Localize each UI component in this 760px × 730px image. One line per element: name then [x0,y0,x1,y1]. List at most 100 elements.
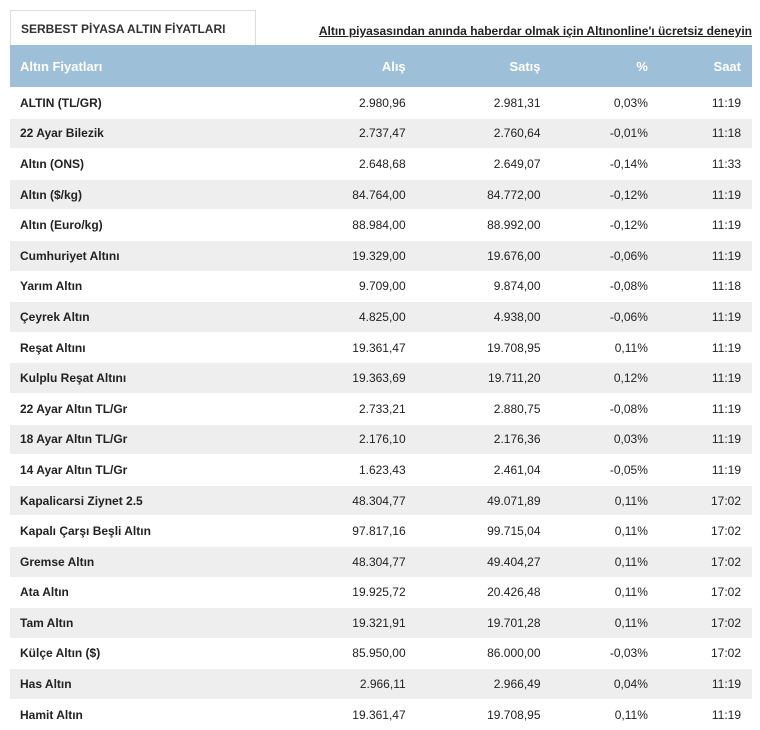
cell: -0,08% [609,279,648,294]
row-label: Altın ($/kg) [10,179,282,210]
cell: 97.817,16 [352,524,406,539]
cell: 4.938,00 [416,301,552,333]
table-row: Cumhuriyet Altını 19.329,00 19.676,00 -0,06… [10,240,752,272]
cell: 48.304,77 [281,546,417,577]
promo-link[interactable]: Altın piyasasından anında haberdar olmak… [318,24,752,38]
table-row: ALTIN (TL/GR) 2.980,96 2.981,31 0,03% 11:19 [10,88,752,119]
column-header: Alış [281,45,417,88]
cell: -0,05% [609,462,648,477]
cell: 19.676,00 [416,240,552,272]
cell: -0,03% [609,646,648,661]
cell: 19.708,95 [487,340,541,355]
cell: 0,11% [614,707,648,722]
tab-title[interactable]: SERBEST PİYASA ALTIN FİYATLARI [10,10,256,45]
cell: 11:19 [711,462,741,477]
cell: 11:19 [711,218,741,233]
table-row: Tam Altın 19.321,91 19.701,28 0,11% 17:02 [10,607,752,639]
row-label: Altın (Euro/kg) [20,218,103,233]
table-row: Külçe Altın ($) 85.950,00 86.000,00 -0,03% 1… [10,638,752,669]
row-label: Hamit Altın [20,707,83,722]
cell: 17:02 [710,524,741,539]
cell: 11:19 [658,668,752,700]
cell: 19.321,91 [281,607,417,639]
table-row: Hamit Altın 19.361,47 19.708,95 0,11% 11:19 [10,699,752,730]
cell: -0,06% [551,240,659,272]
cell: 11:19 [711,95,741,110]
cell: 2.966,49 [416,668,552,700]
table-row: 18 Ayar Altın TL/Gr 2.176,10 2.176,36 0,03%… [10,424,752,455]
table-row: Altın (ONS) 2.648,68 2.649,07 -0,14% 11:33 [10,149,752,180]
cell: 11:19 [658,240,752,272]
cell: 84.764,00 [281,179,417,210]
cell: 2.966,11 [281,668,417,700]
cell: 0,11% [551,607,659,639]
cell: 2.760,64 [416,118,552,149]
cell: 0,04% [551,668,659,700]
cell: 11:19 [711,340,741,355]
cell: 0,03% [551,424,659,455]
row-label: ALTIN (TL/GR) [20,95,102,110]
cell: 17:02 [658,546,752,577]
cell: 19.701,28 [416,607,552,639]
cell: 19.329,00 [281,240,417,272]
row-label: Tam Altın [10,607,282,639]
cell: 4.825,00 [281,301,417,333]
cell: 9.874,00 [493,279,541,294]
cell: 48.304,77 [281,485,417,516]
table-row: Kapalı Çarşı Beşli Altın 97.817,16 99.715,… [10,516,752,547]
cell: 2.461,04 [493,462,541,477]
cell: 19.708,95 [487,707,541,722]
table-row: Has Altın 2.966,11 2.966,49 0,04% 11:19 [10,668,752,700]
cell: 19.361,47 [352,340,406,355]
column-header: Saat [658,45,752,88]
cell: 11:19 [711,401,741,416]
cell: 0,11% [551,485,659,516]
cell: 19.361,47 [352,707,406,722]
column-header: Satış [416,45,552,88]
cell: 11:18 [711,279,741,294]
table-row: Ata Altın 19.925,72 20.426,48 0,11% 17:02 [10,577,752,608]
cell: 0,12% [551,362,659,394]
cell: 0,11% [614,585,648,600]
cell: 11:19 [658,424,752,455]
cell: 88.984,00 [352,218,406,233]
row-label: Reşat Altını [20,340,86,355]
row-label: Has Altın [10,668,282,700]
row-label: 18 Ayar Altın TL/Gr [10,424,282,455]
cell: -0,08% [609,401,648,416]
cell: 0,03% [613,95,648,110]
cell: -0,12% [551,179,659,210]
row-label: 14 Ayar Altın TL/Gr [20,462,128,477]
row-label: Ata Altın [20,585,69,600]
cell: 11:19 [658,301,752,333]
table-row: Altın ($/kg) 84.764,00 84.772,00 -0,12% 11:1… [10,179,752,210]
column-header: % [551,45,659,88]
cell: -0,01% [551,118,659,149]
cell: 19.363,69 [281,362,417,394]
column-header: Altın Fiyatları [10,45,282,88]
cell: 17:02 [658,485,752,516]
row-label: Cumhuriyet Altını [10,240,282,272]
table-row: 22 Ayar Altın TL/Gr 2.733,21 2.880,75 -0,08… [10,393,752,425]
table-row: Altın (Euro/kg) 88.984,00 88.992,00 -0,12% 1… [10,210,752,241]
row-label: Külçe Altın ($) [20,646,101,661]
cell: 17:02 [710,585,741,600]
row-label: Gremse Altın [10,546,282,577]
row-label: Kapalı Çarşı Beşli Altın [20,524,151,539]
cell: -0,14% [609,156,648,171]
cell: 0,11% [614,524,648,539]
cell: 19.925,72 [352,585,406,600]
table-row: Gremse Altın 48.304,77 49.404,27 0,11% 17:02 [10,546,752,577]
cell: 9.709,00 [358,279,406,294]
cell: 2.649,07 [493,156,541,171]
cell: 17:02 [710,646,741,661]
cell: 99.715,04 [487,524,541,539]
table-row: Yarım Altın 9.709,00 9.874,00 -0,08% 11:18 [10,271,752,302]
cell: 2.648,68 [358,156,406,171]
cell: 11:19 [711,707,741,722]
cell: -0,12% [609,218,648,233]
table-row: 22 Ayar Bilezik 2.737,47 2.760,64 -0,01% 11:… [10,118,752,149]
cell: 19.711,20 [416,362,552,394]
table-body: ALTIN (TL/GR) 2.980,96 2.981,31 0,03% 11:19 2… [10,88,752,730]
